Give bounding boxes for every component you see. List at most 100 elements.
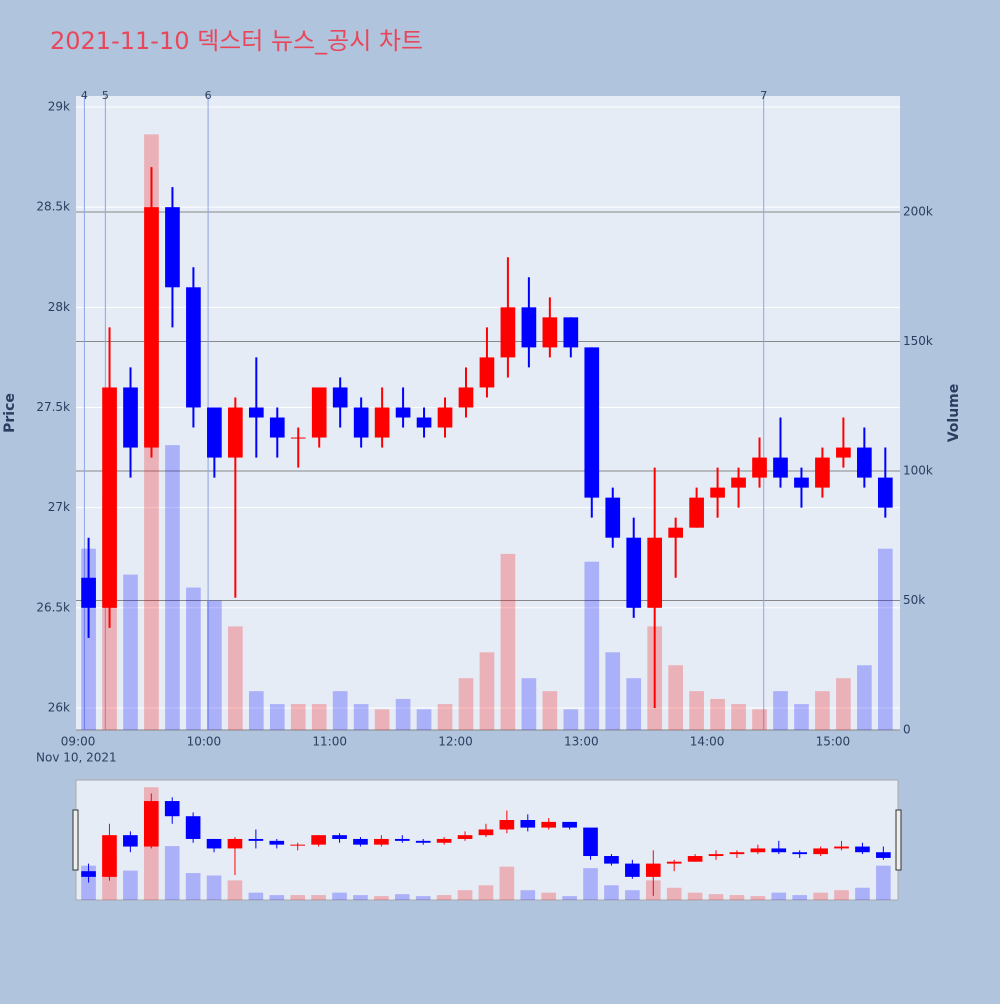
slider-volume-bar — [750, 896, 766, 900]
slider-candle-body — [185, 816, 201, 839]
volume-bar — [584, 561, 600, 730]
slider-volume-bar — [394, 894, 410, 900]
candle-body — [165, 207, 180, 288]
x-tick-label: 14:00 — [690, 735, 725, 749]
y2-tick-label: 100k — [903, 464, 933, 478]
x-tick-label: 15:00 — [816, 735, 851, 749]
slider-candle-body — [876, 852, 891, 858]
slider-volume-bar — [562, 896, 577, 900]
volume-bar — [269, 704, 285, 730]
candle-body — [794, 477, 809, 488]
candle-body — [773, 457, 788, 478]
slider-candle-body — [102, 835, 117, 877]
candle-body — [752, 457, 767, 478]
slider-candle-body — [729, 852, 745, 855]
candle-body — [186, 287, 201, 408]
volume-bar — [416, 709, 432, 730]
slider-candle-body — [520, 820, 536, 828]
annotation-label: 6 — [205, 89, 212, 102]
volume-bar — [353, 704, 369, 730]
slider-candle-body — [311, 835, 326, 845]
slider-volume-bar — [729, 895, 745, 900]
y-axis-title: Price — [2, 393, 18, 433]
slider-candle-body — [583, 827, 598, 857]
volume-bar — [668, 665, 683, 730]
slider-handle[interactable] — [72, 809, 79, 871]
slider-candle-body — [687, 856, 703, 862]
x-tick-label: 11:00 — [312, 735, 347, 749]
annotation-label: 7 — [760, 89, 767, 102]
slider-volume-bar — [813, 892, 828, 900]
slider-volume-bar — [855, 887, 870, 900]
slider-volume-bar — [206, 875, 222, 900]
candle-body — [228, 407, 243, 458]
volume-bar — [311, 704, 327, 730]
candle-body — [584, 347, 600, 498]
volume-bar — [877, 548, 893, 730]
candle-body — [437, 407, 453, 428]
candle-body — [668, 527, 683, 538]
slider-candle-body — [708, 854, 724, 857]
volume-bar — [710, 698, 725, 730]
volume-bar — [374, 709, 390, 730]
slider-candle-body — [164, 801, 180, 817]
volume-bar — [123, 574, 138, 730]
candle-body — [416, 417, 432, 428]
slider-volume-bar — [123, 870, 138, 900]
volume-bar — [857, 665, 872, 730]
slider-volume-bar — [415, 896, 431, 900]
slider-volume-bar — [876, 865, 891, 900]
slider-volume-bar — [227, 880, 243, 900]
slider-candle-body — [206, 838, 222, 849]
slider-candle-body — [813, 848, 828, 855]
x-tick-label: 12:00 — [438, 735, 473, 749]
slider-volume-bar — [436, 895, 452, 900]
volume-bar — [500, 553, 516, 730]
candle-body — [521, 307, 537, 348]
volume-bar — [605, 652, 621, 730]
slider-candle-body — [478, 829, 494, 836]
candle-body — [710, 487, 725, 498]
slider-volume-bar — [269, 895, 285, 900]
x-tick-label: 09:00 — [61, 735, 96, 749]
candle-body — [836, 447, 851, 458]
volume-bar — [794, 704, 809, 730]
y2-tick-label: 150k — [903, 334, 933, 348]
slider-volume-bar — [332, 892, 347, 900]
candle-body — [605, 497, 621, 538]
slider-volume-bar — [625, 890, 640, 900]
volume-bar — [542, 691, 558, 730]
candle-body — [353, 407, 369, 438]
slider-volume-bar — [248, 892, 264, 900]
slider-volume-bar — [520, 890, 536, 900]
candle-body — [563, 317, 579, 348]
slider-candle-body — [792, 852, 808, 855]
slider-candle-body — [332, 835, 347, 839]
candle-body — [81, 577, 96, 608]
slider-volume-bar — [834, 890, 849, 900]
candle-body — [374, 407, 390, 438]
annotation-label: 4 — [81, 89, 88, 102]
slider-candle-body — [81, 871, 96, 877]
slider-candle-body — [415, 840, 431, 843]
candle-body — [500, 307, 516, 358]
y2-tick-label: 50k — [903, 593, 925, 607]
slider-volume-bar — [687, 892, 703, 900]
y-tick-label: 27k — [48, 500, 70, 514]
slider-volume-bar — [499, 866, 515, 900]
slider-volume-bar — [583, 868, 598, 900]
candle-body — [332, 387, 348, 408]
candle-body — [857, 447, 872, 478]
slider-candle-body — [834, 846, 849, 849]
y2-tick-label: 200k — [903, 205, 933, 219]
volume-bar — [815, 691, 830, 730]
slider-volume-bar — [771, 892, 787, 900]
candle-body — [731, 477, 746, 488]
candle-body — [479, 357, 495, 388]
slider-candle-body — [248, 838, 264, 841]
slider-volume-bar — [185, 873, 201, 900]
slider-handle[interactable] — [895, 809, 902, 871]
volume-bar — [626, 678, 642, 730]
candle-body — [458, 387, 474, 408]
